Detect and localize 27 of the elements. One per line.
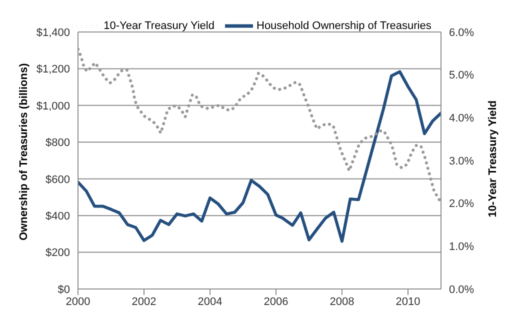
- y-tick-label: $800: [46, 137, 70, 150]
- y2-tick-label: 1.0%: [449, 241, 474, 254]
- y2-tick-label: 4.0%: [449, 112, 474, 125]
- x-tick-label: 2008: [330, 296, 354, 308]
- y-tick-label: $1,000: [36, 100, 70, 112]
- y2-axis-title: 10-Year Treasury Yield: [486, 100, 499, 218]
- x-tick-label: 2010: [396, 296, 420, 308]
- x-tick-label: 2004: [198, 296, 222, 308]
- x-tick-label: 2002: [132, 296, 156, 308]
- y-axis-title: Ownership of Treasuries (billions): [18, 62, 30, 240]
- y2-tick-label: 3.0%: [449, 155, 474, 168]
- y-tick-label: $1,400: [36, 26, 70, 39]
- y2-tick-label: 5.0%: [449, 70, 474, 82]
- legend-label: Household Ownership of Treasuries: [256, 20, 432, 32]
- y-tick-label: $1,200: [36, 64, 70, 76]
- y2-tick-label: 6.0%: [449, 26, 474, 39]
- y2-tick-label: 2.0%: [449, 198, 474, 210]
- y-tick-label: $400: [46, 210, 70, 222]
- y-tick-label: $0: [58, 284, 70, 296]
- line-series: [78, 70, 441, 243]
- line-series: [78, 48, 441, 202]
- legend-label: 10-Year Treasury Yield: [104, 20, 214, 32]
- x-tick-label: 2000: [66, 296, 90, 308]
- y-tick-label: $600: [46, 174, 70, 186]
- x-tick-label: 2006: [264, 296, 288, 308]
- y-tick-label: $200: [46, 247, 70, 260]
- y2-tick-label: 0.0%: [449, 284, 474, 296]
